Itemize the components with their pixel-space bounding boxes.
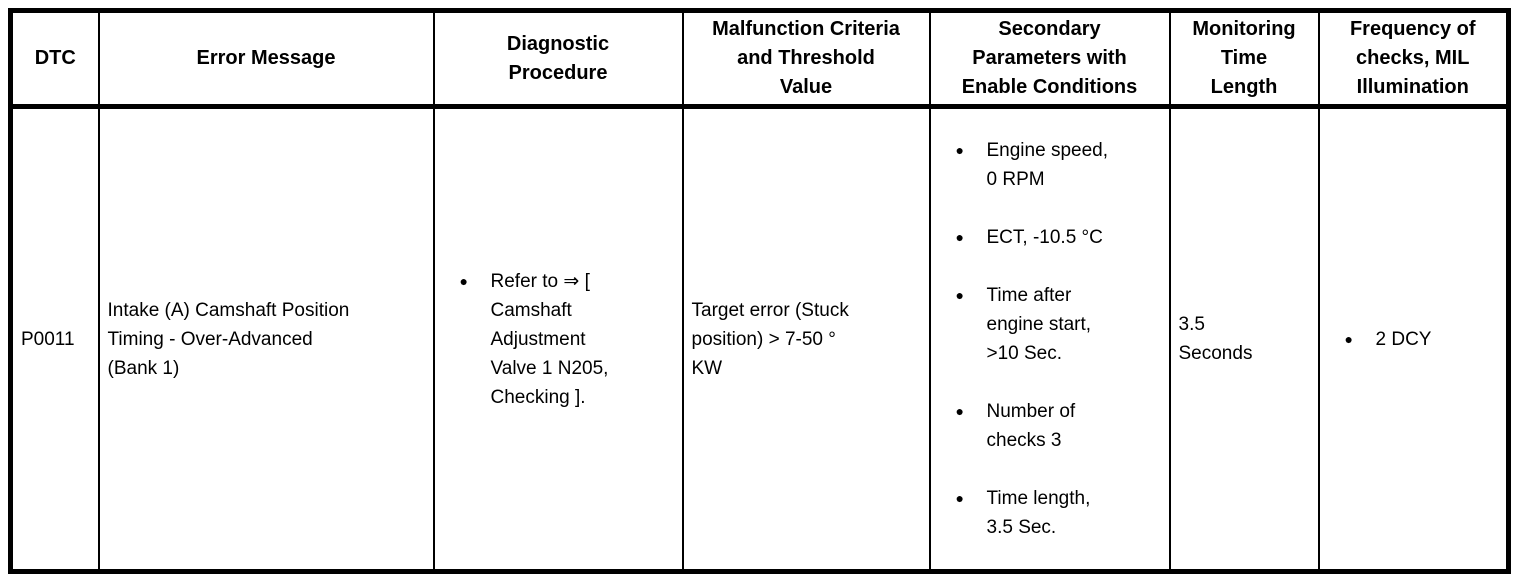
list-item: ● Engine speed, 0 RPM [956,136,1161,194]
secondary-parameter-text: Number of checks 3 [986,401,1076,451]
cell-malfunction-criteria: Target error (Stuck position) > 7-50 ° K… [681,105,931,573]
col-header-frequency-of-checks: Frequency of checks, MIL Illumination [1317,9,1510,109]
col-header-error-message: Error Message [97,9,435,109]
header-row: DTC Error Message Diagnostic Procedure M… [9,9,1510,109]
list-item: ● Refer to ⇒ [ Camshaft Adjustment Valve… [460,267,674,412]
col-header-malfunction-criteria: Malfunction Criteria and Threshold Value [681,9,931,109]
list-item: ● Time length, 3.5 Sec. [956,484,1161,542]
cell-frequency-of-checks: ● 2 DCY [1317,105,1510,573]
cell-diagnostic-procedure: ● Refer to ⇒ [ Camshaft Adjustment Valve… [432,105,684,573]
secondary-parameter-text: Time length, 3.5 Sec. [986,488,1091,538]
list-item: ● Time after engine start, >10 Sec. [956,281,1161,368]
diagnostic-procedure-text: Refer to ⇒ [ Camshaft Adjustment Valve 1… [490,270,609,408]
secondary-parameter-text: Engine speed, 0 RPM [986,140,1109,190]
bullet-icon: ● [955,403,964,419]
table-row: P0011 Intake (A) Camshaft Position Timin… [9,105,1510,573]
col-header-monitoring-time: Monitoring Time Length [1168,9,1320,109]
list-item: ● Number of checks 3 [956,397,1161,455]
col-header-diagnostic-procedure: Diagnostic Procedure [432,9,684,109]
bullet-icon: ● [955,287,964,303]
dtc-table: DTC Error Message Diagnostic Procedure M… [8,8,1511,574]
col-header-secondary-parameters: Secondary Parameters with Enable Conditi… [928,9,1171,109]
cell-dtc: P0011 [9,105,100,573]
dtc-code: P0011 [21,328,75,350]
bullet-icon: ● [955,142,964,158]
error-message-text: Intake (A) Camshaft Position Timing - Ov… [107,299,350,379]
monitoring-time-text: 3.5 Seconds [1178,314,1253,364]
bullet-icon: ● [955,229,964,245]
list-item: ● 2 DCY [1345,325,1499,354]
bullet-icon: ● [459,272,468,289]
frequency-list: ● 2 DCY [1345,325,1499,354]
bullet-icon: ● [1344,330,1353,347]
malfunction-criteria-text: Target error (Stuck position) > 7-50 ° K… [691,299,849,379]
frequency-text: 2 DCY [1375,328,1432,350]
cell-monitoring-time: 3.5 Seconds [1168,105,1320,573]
list-item: ● ECT, -10.5 °C [956,223,1161,252]
col-header-dtc: DTC [9,9,100,109]
secondary-parameter-text: Time after engine start, >10 Sec. [986,285,1092,364]
bullet-icon: ● [955,490,964,506]
secondary-parameter-text: ECT, -10.5 °C [986,227,1103,248]
table-body: P0011 Intake (A) Camshaft Position Timin… [9,105,1510,573]
secondary-parameters-list: ● Engine speed, 0 RPM ● ECT, -10.5 °C ● … [956,136,1161,542]
table-header: DTC Error Message Diagnostic Procedure M… [9,9,1510,109]
diagnostic-procedure-list: ● Refer to ⇒ [ Camshaft Adjustment Valve… [460,267,674,412]
cell-secondary-parameters: ● Engine speed, 0 RPM ● ECT, -10.5 °C ● … [928,105,1171,573]
cell-error-message: Intake (A) Camshaft Position Timing - Ov… [97,105,435,573]
